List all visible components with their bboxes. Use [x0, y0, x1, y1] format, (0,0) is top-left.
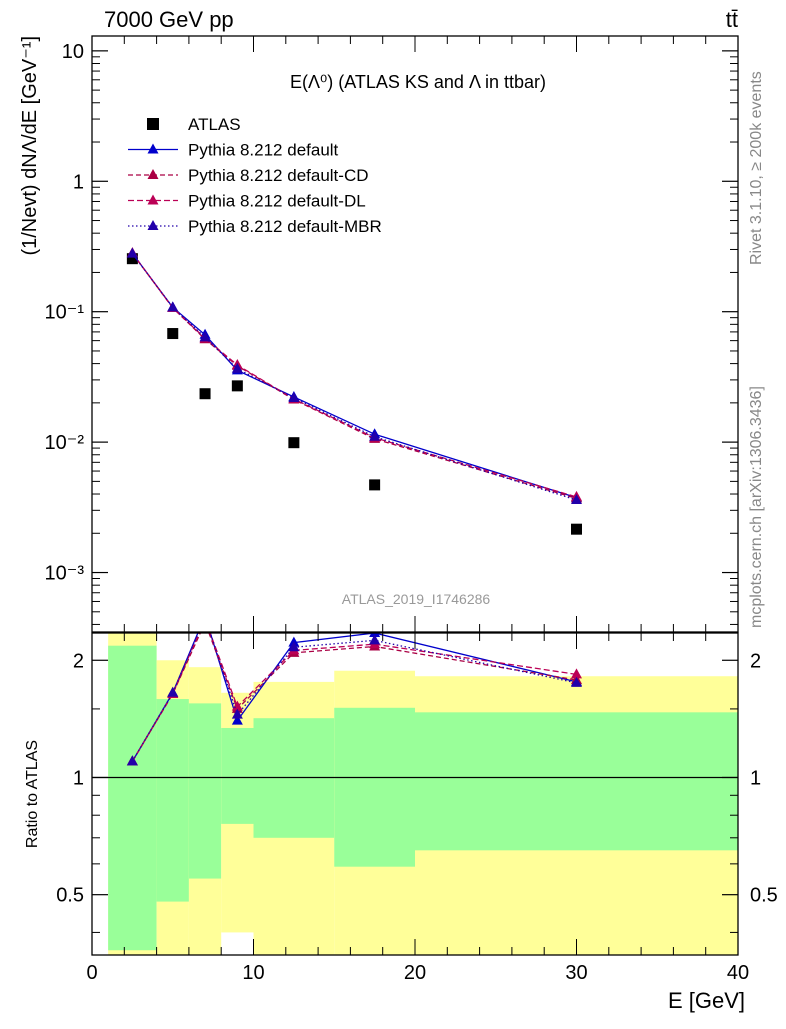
analysis-label: ATLAS_2019_I1746286: [342, 591, 491, 607]
ratio-series-marker-2: [200, 617, 211, 627]
ratio-series-marker-4: [571, 676, 582, 687]
atlas-data-point: [199, 388, 211, 400]
legend-marker-1: [147, 143, 159, 154]
main-plot-title: E(Λ⁰) (ATLAS KS and Λ in ttbar): [290, 72, 546, 92]
stat-uncertainty-band: [415, 712, 738, 851]
mc-series-line-2: [131, 252, 577, 500]
ratio-y-tick-label-right: 2: [750, 650, 761, 672]
header-energy-label: 7000 GeV pp: [104, 7, 234, 32]
ratio-y-tick-label: 2: [73, 650, 84, 672]
mc-series-marker-4: [167, 301, 179, 312]
x-tick-label: 40: [727, 962, 749, 984]
y-tick-label: 1: [73, 171, 84, 193]
legend-label: Pythia 8.212 default-CD: [188, 166, 369, 185]
x-tick-label: 0: [86, 962, 97, 984]
stat-uncertainty-band: [221, 727, 254, 824]
y-tick-label: 10: [62, 41, 84, 63]
legend-marker-atlas: [147, 118, 159, 130]
ratio-series-marker-4: [231, 708, 243, 719]
atlas-data-point: [231, 380, 243, 392]
atlas-data-point: [167, 328, 179, 340]
stat-uncertainty-band: [156, 699, 189, 902]
mc-series-marker-4: [126, 247, 138, 258]
ratio-series-marker-1: [231, 714, 243, 725]
mc-series-marker-4: [571, 493, 582, 504]
mc-series-marker-4: [199, 331, 211, 342]
ratio-y-tick-label: 0.5: [56, 885, 84, 907]
ratio-series-marker-4: [288, 641, 300, 652]
mc-series-line-1: [131, 252, 577, 499]
stat-uncertainty-band: [188, 703, 222, 879]
stat-uncertainty-band: [108, 645, 157, 951]
legend-label: ATLAS: [188, 115, 241, 134]
ratio-series-marker-4: [200, 611, 211, 621]
x-tick-label: 20: [404, 962, 426, 984]
ratio-y-axis-title: Ratio to ATLAS: [24, 740, 41, 848]
x-axis-title: E [GeV]: [668, 988, 745, 1013]
header-process-label: tt̄: [726, 7, 738, 32]
legend-marker-2: [147, 169, 159, 179]
mc-series-line-3: [131, 252, 577, 498]
ratio-series-marker-4: [167, 686, 179, 697]
legend-label: Pythia 8.212 default: [188, 141, 339, 160]
mc-series-marker-4: [369, 430, 381, 441]
y-tick-label: 10⁻²: [45, 432, 85, 454]
mc-series-line-4: [131, 253, 577, 501]
stat-uncertainty-band: [334, 707, 415, 867]
atlas-data-point: [126, 253, 138, 265]
mcplots-credit-label: mcplots.cern.ch [arXiv:1306.3436]: [748, 386, 765, 628]
atlas-data-point: [571, 523, 582, 535]
ratio-plot-panel: 0.5 0.51 12 20 10 20 30 40 Ratio to ATLAS E [Ge…: [24, 610, 778, 1013]
mc-series-marker-4: [288, 391, 300, 402]
y-axis-title: (1/Nevt) dNΛ/dE [GeV⁻¹]: [19, 36, 41, 256]
atlas-data-point: [288, 437, 300, 449]
x-tick-label: 30: [565, 962, 587, 984]
rivet-version-label: Rivet 3.1.10, ≥ 200k events: [748, 71, 765, 265]
ratio-series-marker-1: [200, 610, 211, 620]
ratio-y-tick-label-right: 0.5: [750, 885, 778, 907]
ratio-series-marker-3: [571, 668, 582, 679]
mc-series-marker-4: [231, 362, 243, 373]
ratio-series-marker-3: [200, 613, 211, 623]
legend: ATLAS Pythia 8.212 default Pythia 8.212 de…: [128, 115, 382, 236]
legend-label: Pythia 8.212 default-DL: [188, 192, 366, 211]
main-plot-panel: 10 1 10⁻¹ 10⁻² 10⁻³ E(Λ⁰) (ATLAS KS and Λ in…: [19, 35, 739, 633]
y-tick-label: 10⁻³: [45, 563, 85, 585]
ratio-y-tick-label-right: 1: [750, 767, 761, 789]
ratio-y-tick-label: 1: [73, 767, 84, 789]
legend-label: Pythia 8.212 default-MBR: [188, 217, 382, 236]
ratio-series-marker-4: [126, 755, 138, 766]
legend-marker-4: [147, 220, 159, 230]
y-tick-label: 10⁻¹: [45, 302, 85, 324]
legend-marker-3: [147, 194, 159, 205]
x-tick-label: 10: [242, 962, 264, 984]
atlas-data-point: [369, 479, 381, 491]
ratio-series-marker-4: [369, 634, 381, 645]
